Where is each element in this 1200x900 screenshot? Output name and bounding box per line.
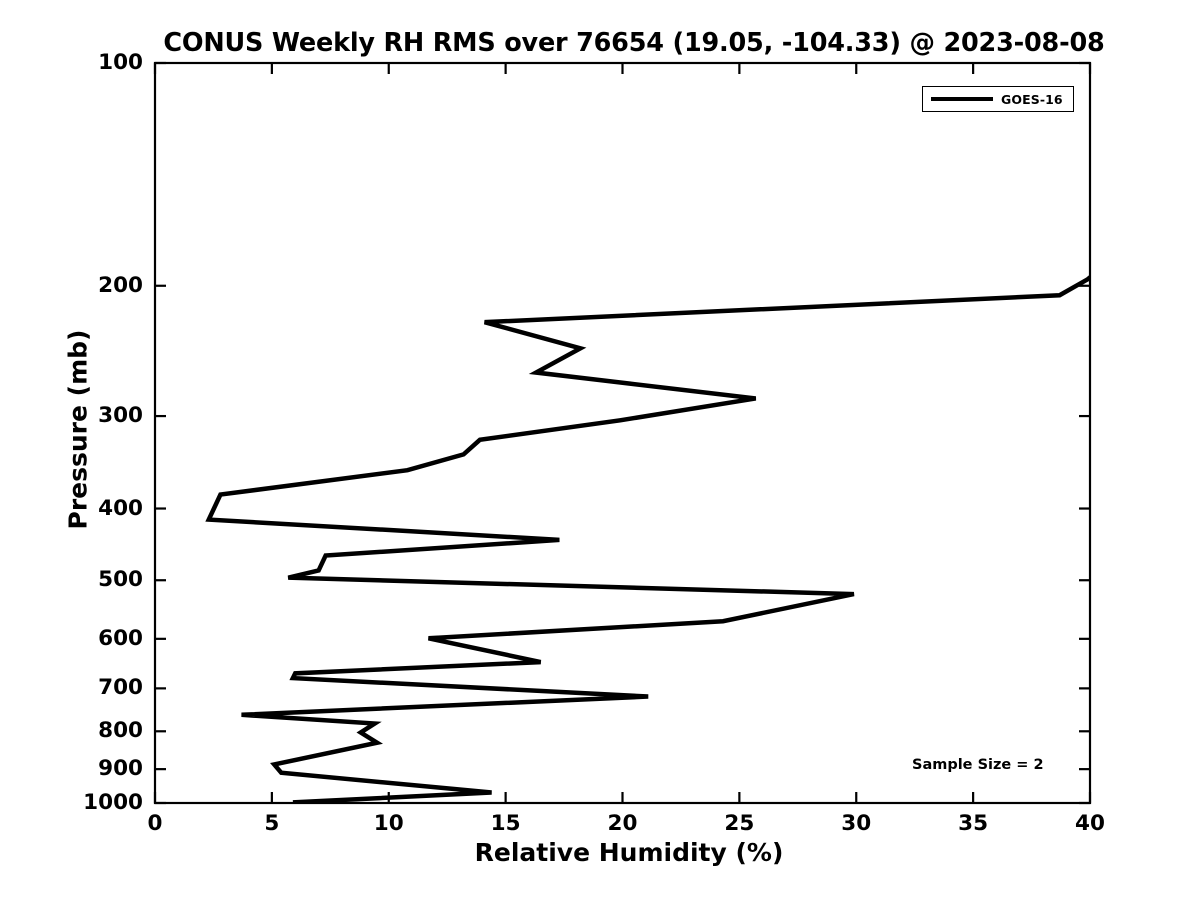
- y-tick-label: 500: [98, 567, 143, 593]
- x-tick-label: 25: [724, 811, 755, 836]
- y-tick-label: 100: [98, 50, 143, 75]
- x-tick-marks: [153, 63, 1092, 803]
- sample-size-annotation: Sample Size = 2: [912, 757, 1044, 773]
- y-tick-label: 800: [98, 718, 143, 744]
- y-tick-label: 900: [98, 756, 143, 782]
- y-tick-marks: [155, 61, 1090, 805]
- y-tick-label: 700: [98, 675, 143, 701]
- y-axis-title: Pressure (mb): [63, 329, 93, 530]
- x-tick-label: 5: [264, 811, 280, 836]
- y-tick-label: 400: [98, 495, 143, 521]
- axes-frame: [153, 61, 1092, 805]
- legend-label-goes-16: GOES-16: [1001, 91, 1063, 107]
- x-tick-label: 30: [841, 811, 872, 836]
- x-tick-label: 20: [607, 811, 638, 836]
- x-tick-label: 10: [373, 811, 404, 836]
- y-tick-label: 600: [98, 625, 143, 651]
- page-title: CONUS Weekly RH RMS over 76654 (19.05, -…: [163, 28, 1105, 58]
- x-tick-label: 40: [1075, 811, 1105, 836]
- x-tick-label: 35: [958, 811, 989, 836]
- x-tick-label: 15: [490, 811, 521, 836]
- legend-line-swatch: [931, 97, 993, 101]
- legend: GOES-16: [922, 86, 1074, 112]
- y-tick-label: 1000: [83, 790, 143, 815]
- y-tick-label: 200: [98, 272, 143, 298]
- series-line-goes-16: [205, 274, 1090, 803]
- y-tick-label: 300: [98, 403, 143, 429]
- x-tick-label: 0: [147, 811, 163, 836]
- x-axis-title: Relative Humidity (%): [474, 838, 784, 867]
